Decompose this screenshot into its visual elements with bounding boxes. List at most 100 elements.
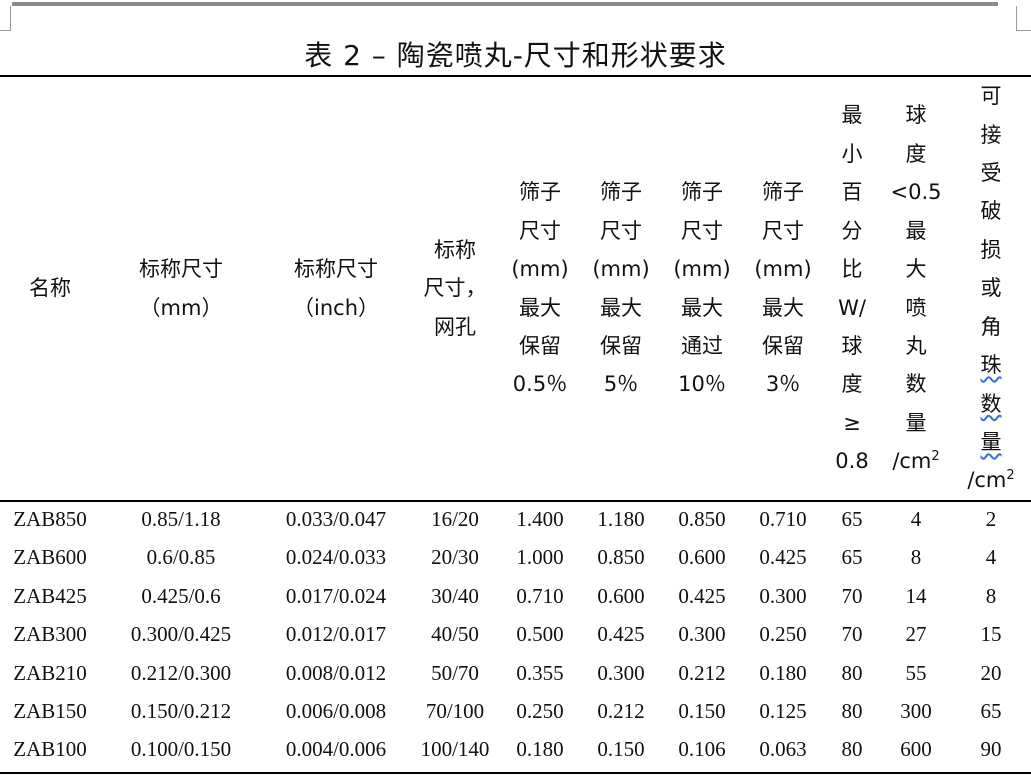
- header-line: ≥: [843, 410, 861, 435]
- header-line: 量: [980, 429, 1002, 454]
- header-size-inch: 标称尺寸 （inch）: [262, 77, 410, 500]
- table-cell: 0.300/0.425: [130, 622, 232, 647]
- table-row: ZAB425 0.425/0.6 0.017/0.024 30/40 0.710 0.60…: [0, 577, 1030, 615]
- table-cell: 8: [985, 583, 997, 608]
- header-line: 最: [841, 103, 863, 128]
- table-cell: 30/40: [431, 583, 479, 608]
- header-line: 筛子: [762, 180, 804, 205]
- header-line: 名称: [29, 276, 71, 301]
- table-cell: 55: [905, 660, 927, 685]
- header-line: 尺寸，: [423, 276, 487, 301]
- table-top-rule: [0, 75, 1031, 77]
- header-line: 喷: [905, 295, 927, 320]
- table-cell: 0.063: [759, 737, 807, 762]
- header-line: 球: [841, 333, 863, 358]
- table-cell: 40/50: [431, 622, 479, 647]
- table-cell: 0.017/0.024: [285, 583, 387, 608]
- table-cell: 0.008/0.012: [285, 660, 387, 685]
- table-cell: 0.425: [678, 583, 726, 608]
- table-row: ZAB100 0.100/0.150 0.004/0.006 100/140 0.180…: [0, 730, 1030, 768]
- table-row: ZAB210 0.212/0.300 0.008/0.012 50/70 0.355 0.…: [0, 654, 1030, 692]
- table-cell: 0.180: [516, 737, 564, 762]
- header-line: W/: [838, 295, 866, 320]
- table-cell: 14: [905, 583, 927, 608]
- header-broken-bead-count: 可接受破损或角珠数量/cm2: [952, 77, 1030, 500]
- table-cell: 0.300: [597, 660, 645, 685]
- header-sieve-retain-3: 筛子 尺寸 (mm) 最大 保留 3％: [742, 77, 824, 500]
- header-line: 筛子: [600, 180, 642, 205]
- table-cell: 0.012/0.017: [285, 622, 387, 647]
- header-line: 珠: [980, 353, 1002, 378]
- spec-table: 名称 标称尺寸 （mm） 标称尺寸 （inch） 标称尺寸， 网孔 筛子尺寸 (mm) 最…: [0, 77, 1030, 769]
- table-cell: 65: [980, 699, 1002, 724]
- table-cell: 0.300: [678, 622, 726, 647]
- table-cell: 0.425/0.6: [141, 583, 221, 608]
- table-cell: 0.710: [516, 583, 564, 608]
- header-line: 角: [980, 314, 1002, 339]
- header-line: (mm): [592, 257, 650, 282]
- table-cell: 15: [980, 622, 1002, 647]
- table-cell: 0.600: [678, 545, 726, 570]
- table-cell: 0.710: [759, 507, 807, 531]
- header-line: 3％: [765, 372, 801, 397]
- cell-name: ZAB425: [13, 583, 87, 608]
- header-line: (mm): [673, 257, 731, 282]
- header-line: （inch）: [293, 295, 379, 320]
- table-cell: 65: [841, 507, 863, 531]
- cell-name: ZAB100: [13, 737, 87, 762]
- header-line: 保留: [762, 333, 804, 358]
- header-line: 度: [905, 141, 927, 166]
- header-line: 数: [980, 391, 1002, 416]
- header-line: 保留: [519, 333, 561, 358]
- header-line: 最大: [681, 295, 723, 320]
- header-line: 标称: [434, 237, 476, 262]
- header-line: /cm2: [967, 468, 1015, 493]
- cell-name: ZAB150: [13, 699, 87, 724]
- header-line: 球: [905, 103, 927, 128]
- header-line: 通过: [681, 333, 723, 358]
- header-line: 可: [980, 84, 1002, 109]
- table-cell: 4: [910, 507, 922, 531]
- header-line: 最大: [519, 295, 561, 320]
- table-cell: 0.850: [597, 545, 645, 570]
- table-cell: 0.150/0.212: [130, 699, 232, 724]
- header-size-mm: 标称尺寸 （mm）: [100, 77, 262, 500]
- table-bottom-rule: [0, 772, 1031, 774]
- header-line: 标称尺寸: [139, 257, 223, 282]
- table-cell: 0.6/0.85: [146, 545, 216, 570]
- table-cell: 0.212/0.300: [130, 660, 232, 685]
- table-body: ZAB850 0.85/1.18 0.033/0.047 16/20 1.400 1.18…: [0, 500, 1030, 769]
- superscript-2: 2: [931, 449, 940, 465]
- table-cell: 0.125: [759, 699, 807, 724]
- cell-name: ZAB210: [13, 660, 87, 685]
- header-row: 名称 标称尺寸 （mm） 标称尺寸 （inch） 标称尺寸， 网孔 筛子尺寸 (mm) 最…: [0, 77, 1030, 500]
- table-cell: 0.150: [597, 737, 645, 762]
- table-cell: 20: [980, 660, 1002, 685]
- table-cell: 27: [905, 622, 927, 647]
- table-cell: 0.180: [759, 660, 807, 685]
- header-line: 受: [980, 161, 1002, 186]
- table-cell: 0.500: [516, 622, 564, 647]
- table-row: ZAB850 0.85/1.18 0.033/0.047 16/20 1.400 1.18…: [0, 500, 1030, 538]
- header-line: 尺寸: [519, 218, 561, 243]
- table-cell: 100/140: [420, 737, 490, 762]
- header-line: 最大: [762, 295, 804, 320]
- table-cell: 16/20: [431, 507, 479, 531]
- table-cell: 0.150: [678, 699, 726, 724]
- table-cell: 0.425: [597, 622, 645, 647]
- header-line: 网孔: [434, 314, 476, 339]
- header-line: 尺寸: [681, 218, 723, 243]
- table-cell: 600: [900, 737, 932, 762]
- table-cell: 70/100: [425, 699, 485, 724]
- table-cell: 20/30: [431, 545, 479, 570]
- header-line: 尺寸: [600, 218, 642, 243]
- header-line: 数: [905, 372, 927, 397]
- header-sieve-pass-10: 筛子 尺寸 (mm) 最大 通过 10％: [662, 77, 742, 500]
- header-line: <0.5: [890, 180, 942, 205]
- header-line: 标称尺寸: [294, 257, 378, 282]
- header-line: 百: [841, 180, 863, 205]
- header-line: 5％: [603, 372, 639, 397]
- table-cell: 70: [841, 622, 863, 647]
- table-cell: 4: [985, 545, 997, 570]
- header-line: 筛子: [519, 180, 561, 205]
